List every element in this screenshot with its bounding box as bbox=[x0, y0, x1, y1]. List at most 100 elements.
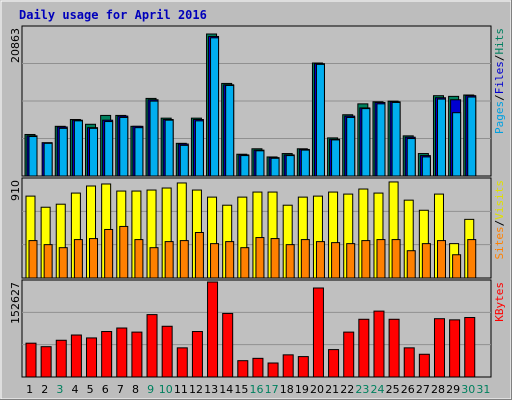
bar-sites-day-21 bbox=[331, 242, 341, 279]
bar-kbytes-day-18 bbox=[282, 354, 294, 378]
bar-pages-day-4 bbox=[73, 120, 83, 177]
bar-kbytes-day-29 bbox=[449, 319, 461, 378]
day-label-28: 28 bbox=[431, 383, 445, 396]
bar-kbytes-day-16 bbox=[252, 357, 264, 378]
bar-sites-day-22 bbox=[346, 243, 356, 279]
bar-kbytes-day-27 bbox=[418, 353, 430, 378]
bar-pages-day-30 bbox=[467, 96, 477, 177]
legend-kbytes: KBytes bbox=[493, 282, 506, 322]
bar-kbytes-day-4 bbox=[70, 334, 82, 378]
bar-pages-day-15 bbox=[240, 155, 250, 177]
bar-sites-day-14 bbox=[225, 241, 235, 279]
legend-entry: / bbox=[493, 220, 506, 227]
legend-entry: Hits bbox=[493, 28, 506, 55]
day-label-17: 17 bbox=[265, 383, 279, 396]
bar-kbytes-day-13 bbox=[207, 281, 219, 378]
day-label-19: 19 bbox=[295, 383, 309, 396]
day-label-22: 22 bbox=[340, 383, 354, 396]
day-label-20: 20 bbox=[310, 383, 324, 396]
day-label-29: 29 bbox=[446, 383, 460, 396]
day-label-14: 14 bbox=[219, 383, 233, 396]
day-label-12: 12 bbox=[189, 383, 203, 396]
bar-sites-day-12 bbox=[194, 232, 204, 279]
bar-pages-day-12 bbox=[194, 120, 204, 177]
bar-sites-day-26 bbox=[406, 250, 416, 279]
bar-pages-day-25 bbox=[391, 101, 401, 177]
day-label-3: 3 bbox=[56, 383, 63, 396]
bar-sites-day-15 bbox=[240, 247, 250, 279]
bar-sites-day-24 bbox=[376, 239, 386, 279]
bar-kbytes-day-8 bbox=[131, 331, 143, 378]
day-label-2: 2 bbox=[41, 383, 48, 396]
bar-kbytes-day-15 bbox=[237, 360, 249, 378]
bar-pages-day-10 bbox=[164, 119, 174, 177]
day-label-27: 27 bbox=[416, 383, 430, 396]
bar-pages-day-2 bbox=[43, 142, 53, 177]
bar-kbytes-day-12 bbox=[191, 331, 203, 378]
bar-pages-day-23 bbox=[361, 108, 371, 177]
bar-sites-day-6 bbox=[104, 228, 114, 279]
legend-visits-sites: Sites/Visits bbox=[493, 180, 506, 260]
bar-sites-day-27 bbox=[421, 243, 431, 279]
ymax-label-visits-sites: 910 bbox=[9, 180, 22, 201]
bar-kbytes-day-19 bbox=[297, 356, 309, 378]
chart-title: Daily usage for April 2016 bbox=[19, 8, 207, 22]
bar-sites-day-20 bbox=[315, 241, 325, 279]
day-label-24: 24 bbox=[371, 383, 385, 396]
bar-sites-day-29 bbox=[452, 254, 462, 279]
bar-kbytes-day-14 bbox=[222, 312, 234, 378]
legend-entry: Visits bbox=[493, 180, 506, 220]
legend-entry: Sites bbox=[493, 226, 506, 259]
day-label-26: 26 bbox=[401, 383, 415, 396]
bar-kbytes-day-1 bbox=[25, 342, 37, 378]
day-label-30: 30 bbox=[461, 383, 475, 396]
bar-pages-day-22 bbox=[346, 116, 356, 177]
day-label-18: 18 bbox=[280, 383, 294, 396]
bar-pages-day-8 bbox=[134, 127, 144, 177]
bar-kbytes-day-3 bbox=[55, 339, 67, 378]
bar-kbytes-day-2 bbox=[40, 346, 52, 378]
legend-entry: / bbox=[493, 94, 506, 101]
bar-kbytes-day-28 bbox=[433, 318, 445, 378]
day-label-31: 31 bbox=[476, 383, 490, 396]
bar-pages-day-3 bbox=[58, 127, 68, 177]
day-label-25: 25 bbox=[386, 383, 400, 396]
bar-sites-day-13 bbox=[210, 243, 220, 279]
day-label-21: 21 bbox=[325, 383, 339, 396]
day-label-1: 1 bbox=[26, 383, 33, 396]
ymax-label-kbytes: 152627 bbox=[9, 282, 22, 324]
bar-kbytes-day-10 bbox=[161, 325, 173, 378]
bar-pages-day-20 bbox=[315, 63, 325, 177]
day-label-13: 13 bbox=[204, 383, 218, 396]
day-label-11: 11 bbox=[174, 383, 188, 396]
bar-pages-day-6 bbox=[104, 121, 114, 177]
bar-kbytes-day-24 bbox=[373, 310, 385, 378]
day-label-15: 15 bbox=[234, 383, 248, 396]
bar-sites-day-9 bbox=[149, 247, 159, 279]
legend-entry: Pages bbox=[493, 101, 506, 134]
bar-pages-day-21 bbox=[331, 139, 341, 177]
bar-pages-day-24 bbox=[376, 103, 386, 177]
bar-pages-day-28 bbox=[436, 98, 446, 177]
bar-pages-day-27 bbox=[421, 156, 431, 177]
bar-pages-day-18 bbox=[285, 155, 295, 177]
bar-kbytes-day-25 bbox=[388, 318, 400, 378]
bar-sites-day-8 bbox=[134, 239, 144, 279]
day-label-7: 7 bbox=[117, 383, 124, 396]
bar-kbytes-day-21 bbox=[328, 349, 340, 378]
bar-sites-day-2 bbox=[43, 244, 53, 279]
bar-sites-day-5 bbox=[89, 238, 99, 279]
bar-pages-day-14 bbox=[225, 84, 235, 177]
bar-kbytes-day-17 bbox=[267, 362, 279, 378]
bar-kbytes-day-23 bbox=[358, 318, 370, 378]
bar-sites-day-4 bbox=[73, 239, 83, 279]
legend-entry: KBytes bbox=[493, 282, 506, 322]
bar-sites-day-28 bbox=[436, 240, 446, 279]
bar-sites-day-19 bbox=[300, 239, 310, 279]
bar-sites-day-25 bbox=[391, 239, 401, 279]
day-label-4: 4 bbox=[71, 383, 78, 396]
bar-pages-day-26 bbox=[406, 138, 416, 177]
bar-kbytes-day-6 bbox=[101, 331, 113, 378]
